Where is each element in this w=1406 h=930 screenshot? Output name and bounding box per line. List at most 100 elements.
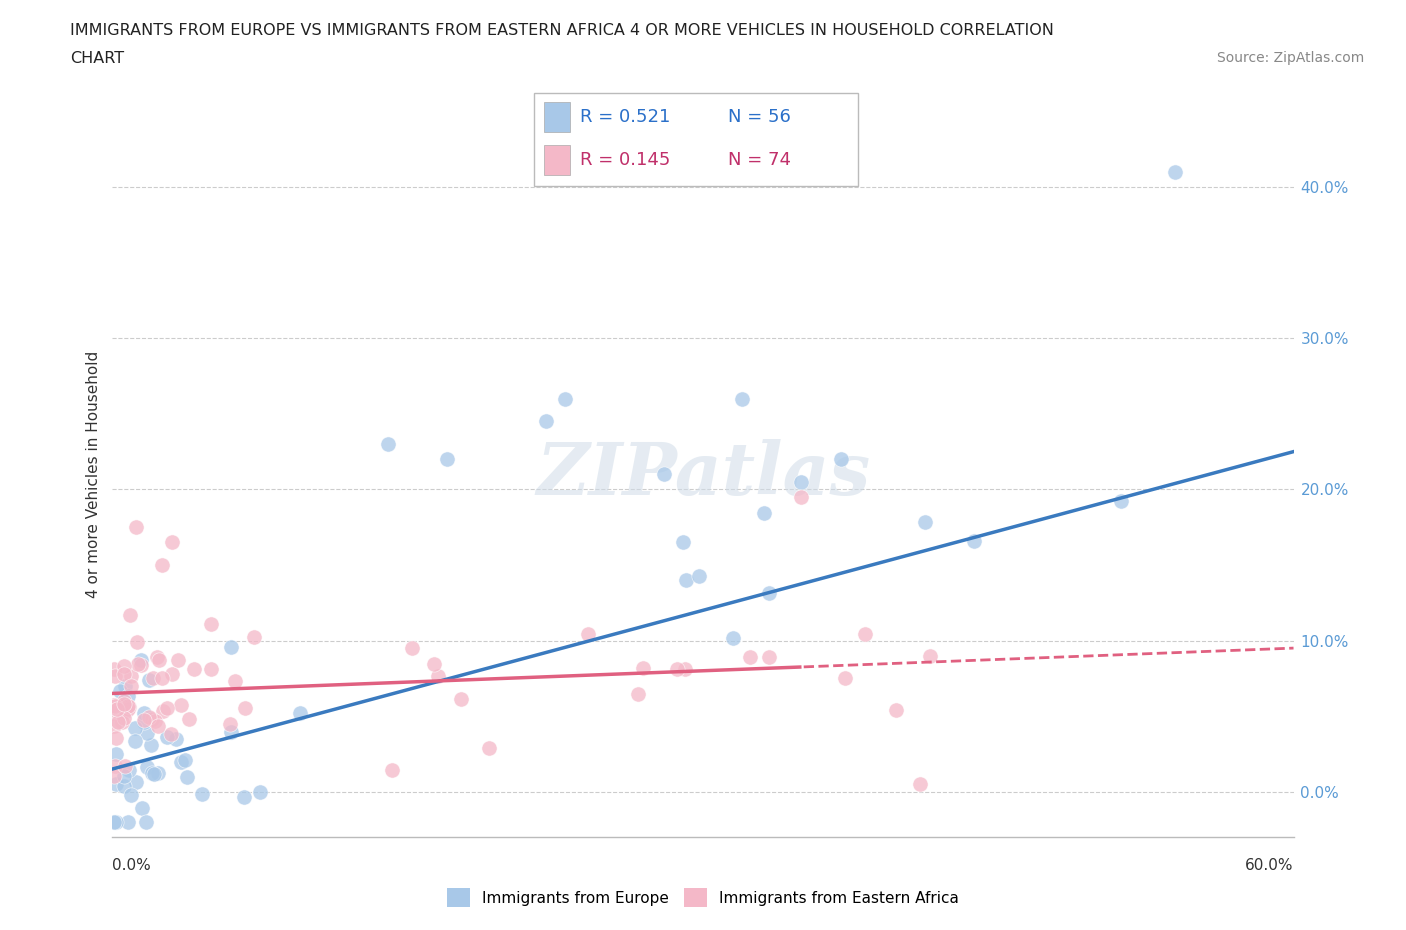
- Point: [127, 656, 149, 671]
- Point: [191, 787, 214, 802]
- Point: [125, 635, 148, 650]
- Point: [156, 729, 179, 744]
- Point: [124, 734, 146, 749]
- Point: [132, 713, 155, 728]
- Point: [652, 467, 675, 482]
- Point: [423, 657, 446, 671]
- Point: [920, 649, 942, 664]
- Point: [134, 706, 156, 721]
- Point: [672, 535, 695, 550]
- Point: [146, 719, 169, 734]
- Point: [450, 691, 472, 706]
- Point: [103, 718, 125, 733]
- Point: [177, 711, 200, 726]
- Point: [218, 716, 240, 731]
- FancyBboxPatch shape: [534, 93, 858, 186]
- Text: N = 56: N = 56: [728, 108, 792, 126]
- Point: [554, 392, 576, 406]
- Point: [112, 698, 135, 713]
- Point: [381, 763, 404, 777]
- Point: [666, 661, 689, 676]
- Point: [790, 489, 813, 504]
- Point: [853, 626, 876, 641]
- Point: [165, 732, 187, 747]
- Point: [290, 706, 312, 721]
- Point: [963, 534, 986, 549]
- Point: [104, 815, 127, 830]
- Point: [112, 667, 135, 682]
- Point: [150, 671, 173, 685]
- Point: [107, 715, 129, 730]
- Point: [125, 775, 148, 790]
- Point: [758, 650, 780, 665]
- Text: 0.0%: 0.0%: [112, 857, 152, 872]
- Text: R = 0.521: R = 0.521: [579, 108, 669, 126]
- Point: [790, 474, 813, 489]
- Point: [103, 706, 125, 721]
- Point: [118, 607, 141, 622]
- Point: [150, 558, 173, 573]
- Text: Source: ZipAtlas.com: Source: ZipAtlas.com: [1216, 51, 1364, 65]
- Point: [834, 671, 856, 685]
- Point: [143, 766, 166, 781]
- Point: [427, 669, 450, 684]
- FancyBboxPatch shape: [544, 102, 569, 132]
- Point: [112, 778, 135, 793]
- Y-axis label: 4 or more Vehicles in Household: 4 or more Vehicles in Household: [86, 351, 101, 598]
- Point: [146, 765, 169, 780]
- Text: IMMIGRANTS FROM EUROPE VS IMMIGRANTS FROM EASTERN AFRICA 4 OR MORE VEHICLES IN H: IMMIGRANTS FROM EUROPE VS IMMIGRANTS FRO…: [70, 23, 1054, 38]
- Point: [148, 653, 170, 668]
- Text: 60.0%: 60.0%: [1246, 857, 1294, 872]
- Point: [146, 649, 169, 664]
- Point: [183, 661, 205, 676]
- Point: [155, 700, 177, 715]
- Point: [740, 649, 762, 664]
- Point: [104, 699, 127, 714]
- Point: [830, 452, 852, 467]
- Point: [243, 630, 266, 644]
- Point: [224, 673, 246, 688]
- Point: [129, 658, 152, 672]
- Point: [627, 686, 650, 701]
- Point: [131, 801, 153, 816]
- Point: [176, 769, 198, 784]
- Point: [114, 759, 136, 774]
- Point: [129, 653, 152, 668]
- Point: [436, 452, 458, 467]
- Point: [105, 777, 128, 791]
- Point: [219, 640, 242, 655]
- Point: [908, 777, 931, 791]
- Point: [688, 568, 710, 583]
- Point: [135, 725, 157, 740]
- Point: [758, 586, 780, 601]
- Point: [534, 414, 557, 429]
- Point: [103, 662, 125, 677]
- Point: [249, 784, 271, 799]
- Point: [576, 627, 599, 642]
- Point: [104, 759, 127, 774]
- Point: [115, 704, 138, 719]
- Point: [112, 769, 135, 784]
- Point: [138, 710, 160, 724]
- Point: [118, 763, 141, 777]
- Point: [124, 721, 146, 736]
- Point: [141, 711, 163, 726]
- Point: [117, 689, 139, 704]
- Legend: Immigrants from Europe, Immigrants from Eastern Africa: Immigrants from Europe, Immigrants from …: [440, 883, 966, 913]
- Point: [233, 790, 256, 804]
- Point: [159, 726, 181, 741]
- Point: [633, 660, 655, 675]
- Point: [135, 815, 157, 830]
- Point: [104, 731, 127, 746]
- Point: [160, 667, 183, 682]
- Point: [401, 640, 423, 655]
- Point: [170, 754, 193, 769]
- Point: [478, 740, 501, 755]
- Point: [731, 392, 754, 406]
- Point: [135, 760, 157, 775]
- Point: [143, 713, 166, 728]
- Point: [754, 506, 776, 521]
- Point: [170, 698, 193, 712]
- Point: [108, 684, 131, 698]
- Point: [138, 672, 160, 687]
